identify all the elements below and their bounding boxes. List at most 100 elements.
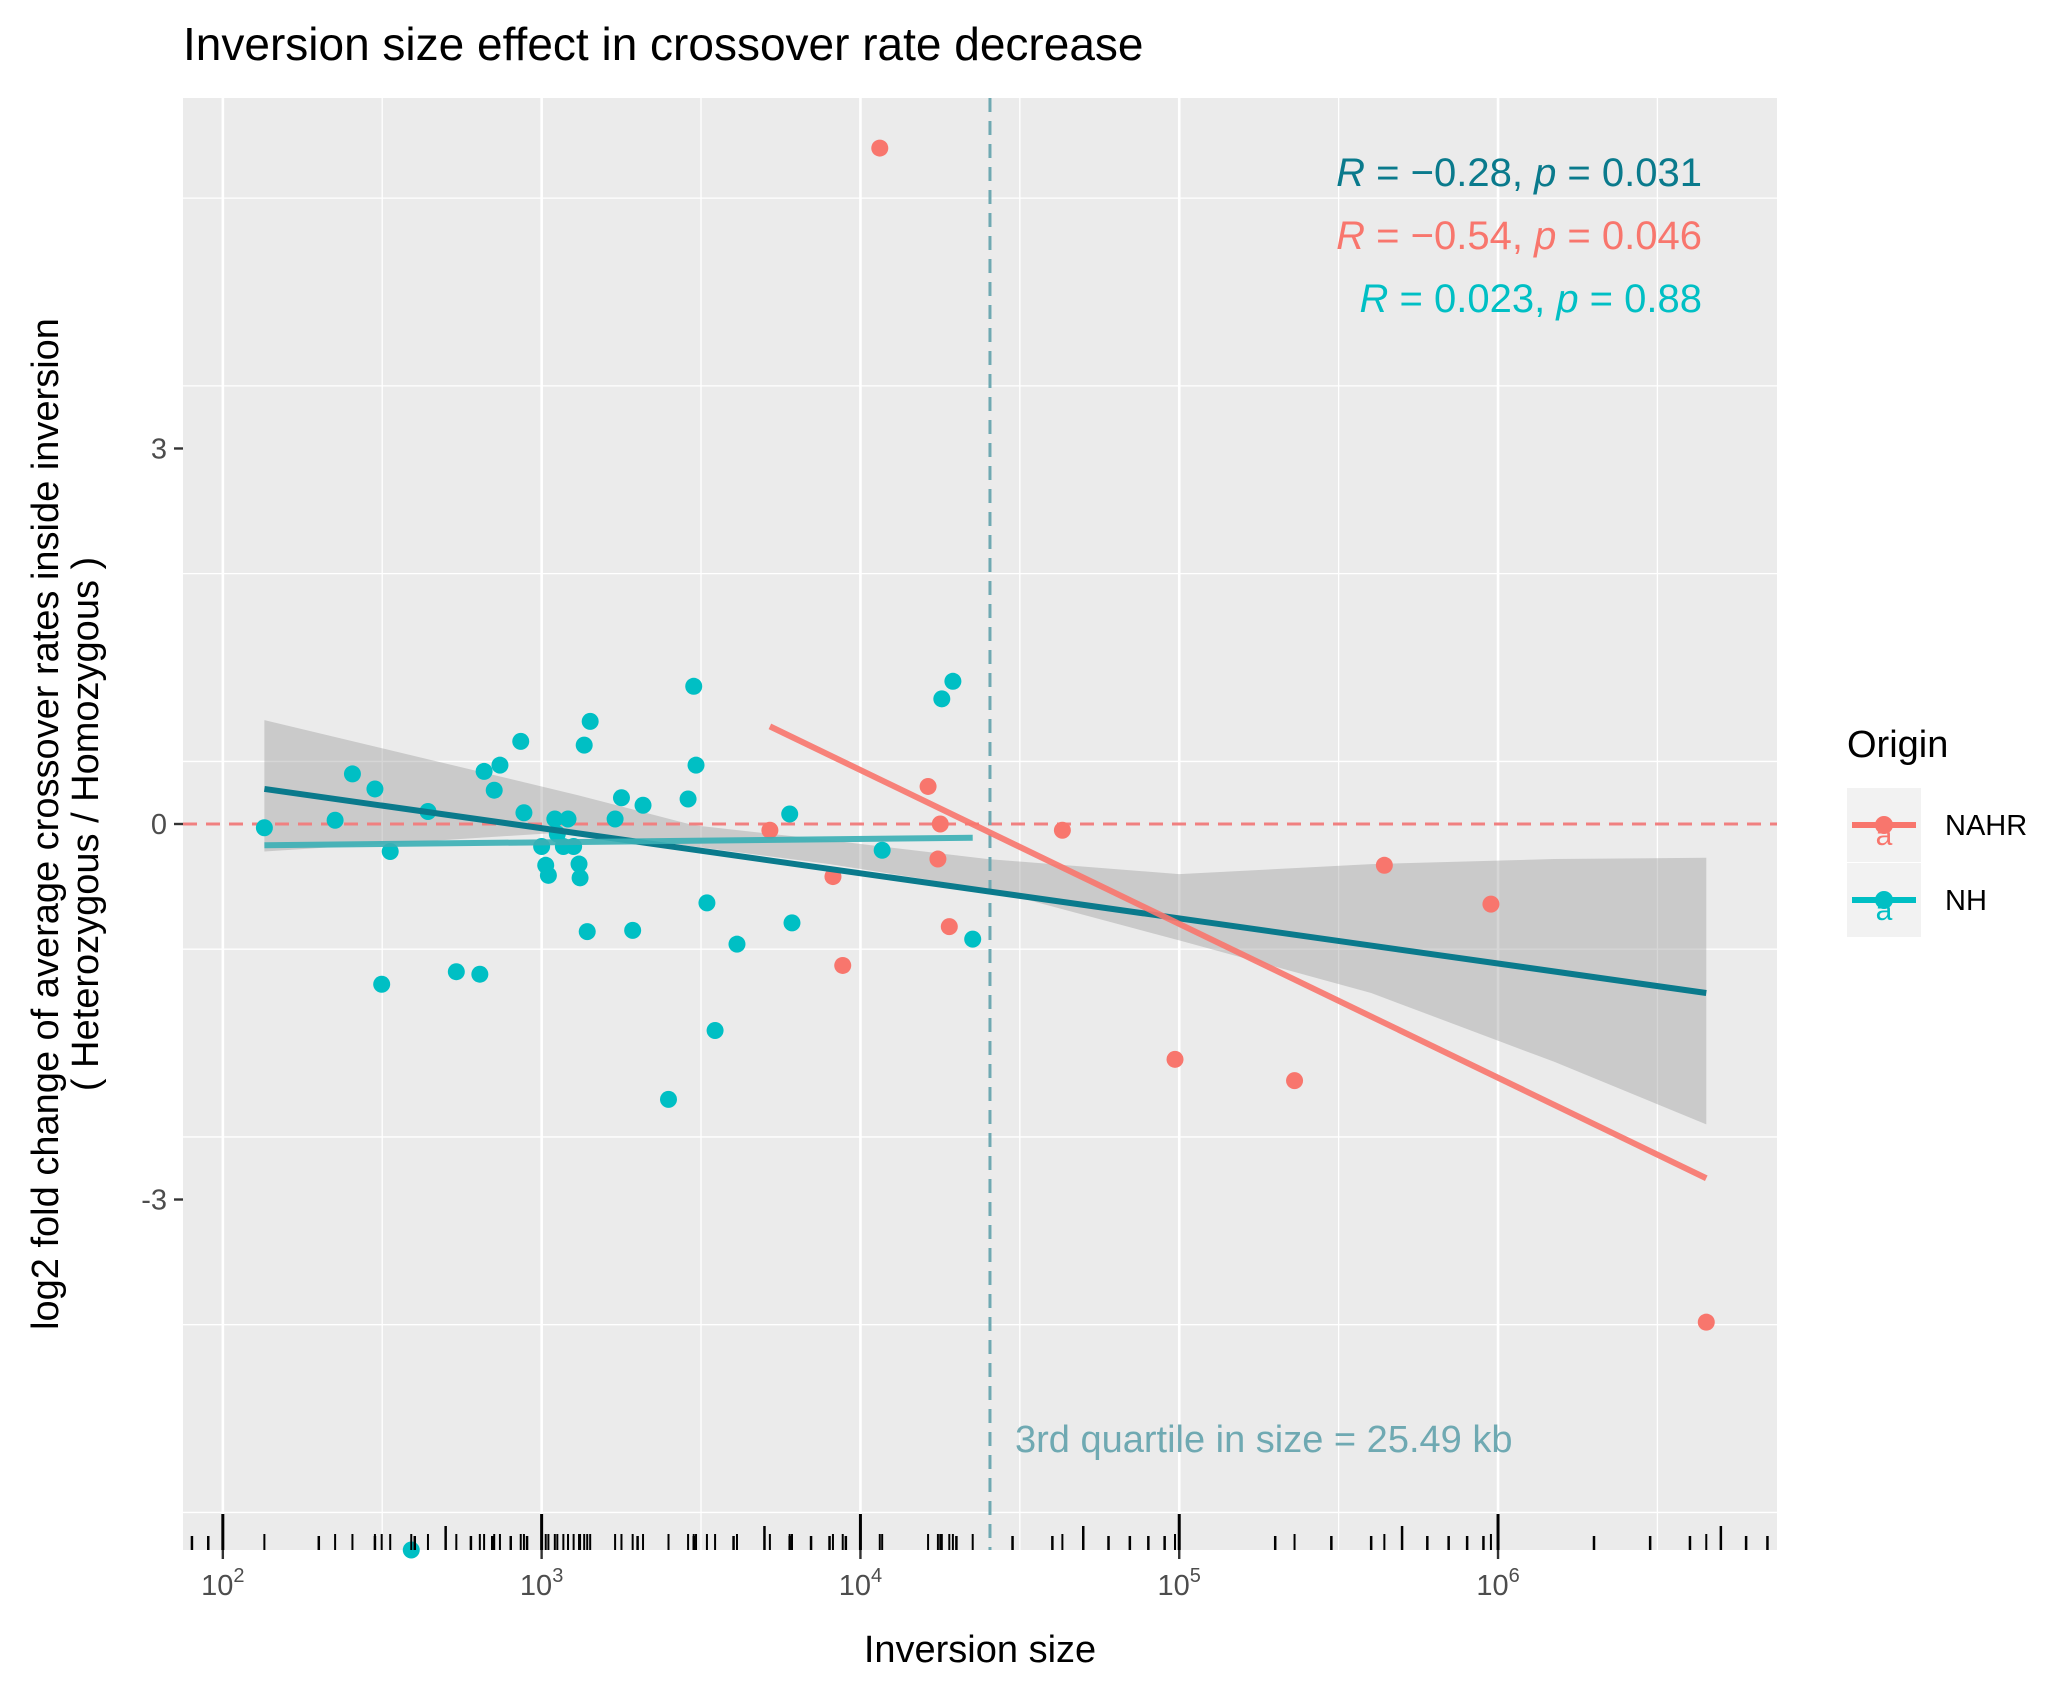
point-nahr — [871, 139, 889, 157]
point-nh — [781, 805, 799, 823]
x-tick-label: 104 — [839, 1565, 882, 1602]
confidence-band — [264, 720, 1707, 1125]
stat-r-symbol: R — [1360, 277, 1389, 321]
stat-p-symbol: p — [1533, 151, 1556, 195]
point-nh — [679, 790, 697, 808]
legend-key-glyph: a — [1876, 894, 1893, 927]
point-nh — [539, 866, 557, 884]
size-rug — [190, 1514, 1769, 1550]
point-nahr — [1286, 1072, 1304, 1090]
x-tick-exponent: 2 — [233, 1565, 244, 1587]
quartile-annotation: 3rd quartile in size = 25.49 kb — [1015, 1419, 1512, 1461]
point-nh — [381, 843, 399, 861]
point-nh — [624, 921, 642, 939]
y-tick-label: 0 — [151, 809, 167, 841]
stat-r-symbol: R — [1336, 214, 1365, 258]
point-nh — [606, 810, 624, 828]
x-tick-label: 106 — [1476, 1565, 1519, 1602]
point-nh — [570, 855, 588, 873]
point-nh — [326, 811, 344, 829]
stat-line: R = 0.023, p = 0.88 — [1360, 277, 1703, 321]
stat-p-symbol: p — [1555, 277, 1578, 321]
stat-r-value: = 0.023, — [1388, 277, 1556, 321]
x-tick-exponent: 5 — [1190, 1565, 1201, 1587]
y-axis: -3 0 3 — [141, 433, 183, 1217]
stat-r-symbol: R — [1336, 151, 1365, 195]
legend-key-point — [1875, 816, 1893, 834]
fit-line-overall — [263, 785, 1707, 996]
x-tick-base: 10 — [520, 1570, 552, 1602]
point-nh — [873, 841, 891, 859]
legend-key-glyph: a — [1876, 819, 1893, 852]
point-nh — [706, 1022, 724, 1040]
stat-r-value: = −0.28, — [1365, 151, 1534, 195]
fit-line-nahr — [768, 723, 1708, 1181]
point-nh — [687, 756, 705, 774]
stat-p-value: = 0.046 — [1556, 214, 1702, 258]
point-nahr — [834, 956, 852, 974]
regression-lines — [263, 723, 1708, 1181]
x-tick-exponent: 3 — [552, 1565, 563, 1587]
point-nh — [685, 677, 703, 695]
point-nh — [447, 963, 465, 981]
stat-p-value: = 0.031 — [1556, 151, 1702, 195]
legend: Origin a NAHR a NH — [1847, 724, 2027, 937]
point-nh — [571, 869, 589, 887]
stat-p-value: = 0.88 — [1579, 277, 1702, 321]
point-nahr — [1375, 856, 1393, 874]
reference-lines — [183, 98, 1777, 1550]
point-nahr — [1482, 895, 1500, 913]
x-tick-exponent: 4 — [871, 1565, 882, 1587]
point-nahr — [931, 815, 949, 833]
x-tick-label: 105 — [1158, 1565, 1201, 1602]
point-nh — [373, 975, 391, 993]
stat-line: R = −0.54, p = 0.046 — [1336, 214, 1702, 258]
x-tick-base: 10 — [201, 1570, 233, 1602]
x-tick-base: 10 — [1476, 1570, 1508, 1602]
point-nh — [578, 923, 596, 941]
y-tick-label: -3 — [141, 1185, 167, 1217]
point-nh — [728, 935, 746, 953]
point-nahr — [761, 821, 779, 839]
x-tick-exponent: 6 — [1509, 1565, 1520, 1587]
point-nh — [343, 765, 361, 783]
point-nh — [933, 690, 951, 708]
point-nahr — [1697, 1313, 1715, 1331]
point-nh — [471, 965, 489, 983]
legend-label: NAHR — [1945, 810, 2027, 842]
point-nh — [783, 914, 801, 932]
point-nh — [634, 796, 652, 814]
point-nh — [255, 819, 273, 837]
point-nh — [366, 780, 384, 798]
stat-r-value: = −0.54, — [1365, 214, 1534, 258]
point-nh — [964, 930, 982, 948]
stat-p-symbol: p — [1533, 214, 1556, 258]
y-axis-title-line2: ( Heterozygous / Homozygous ) — [65, 557, 107, 1091]
y-tick-label: 3 — [151, 433, 167, 465]
point-nh — [659, 1090, 677, 1108]
point-nahr — [1166, 1050, 1184, 1068]
x-axis: 102 103 104 105 106 — [201, 1550, 1520, 1602]
point-nahr — [1053, 821, 1071, 839]
point-nahr — [919, 777, 937, 795]
y-axis-title-line1: log2 fold change of average crossover ra… — [25, 318, 67, 1330]
point-nh — [698, 894, 716, 912]
point-nh — [512, 732, 530, 750]
point-nh — [491, 756, 509, 774]
x-tick-base: 10 — [839, 1570, 871, 1602]
point-nh — [944, 672, 962, 690]
confidence-ribbon — [264, 720, 1707, 1125]
x-axis-title: Inversion size — [864, 1629, 1096, 1671]
x-tick-base: 10 — [1158, 1570, 1190, 1602]
x-tick-label: 103 — [520, 1565, 563, 1602]
point-nh — [475, 762, 493, 780]
stat-line: R = −0.28, p = 0.031 — [1336, 151, 1702, 195]
x-tick-label: 102 — [201, 1565, 244, 1602]
point-nh — [581, 712, 599, 730]
point-nh — [515, 804, 533, 822]
point-nh — [485, 781, 503, 799]
point-nh — [559, 810, 577, 828]
y-axis-title: log2 fold change of average crossover ra… — [25, 318, 107, 1330]
